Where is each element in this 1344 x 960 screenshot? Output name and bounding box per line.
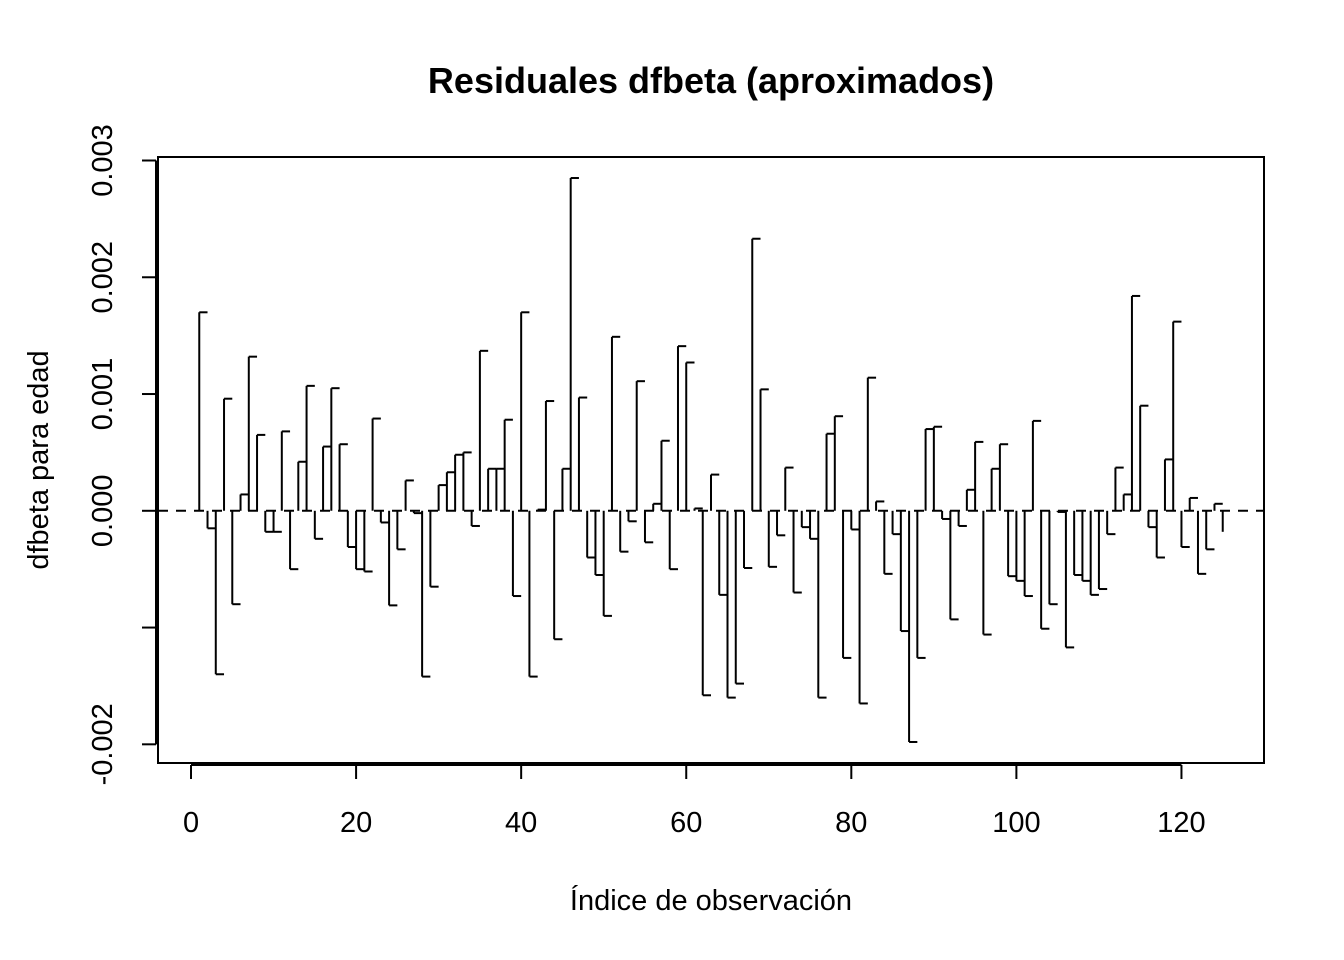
x-axis: 0 20 40 60 80 100 120 xyxy=(183,764,1206,839)
y-tick-label: 0.003 xyxy=(87,124,119,197)
chart-title: Residuales dfbeta (aproximados) xyxy=(428,60,994,101)
x-tick-label: 120 xyxy=(1157,807,1205,839)
y-tick-label: -0.002 xyxy=(87,703,119,785)
x-tick-label: 40 xyxy=(505,807,537,839)
y-tick-label: 0.000 xyxy=(87,475,119,548)
x-tick-label: 20 xyxy=(340,807,372,839)
y-tick-label: 0.002 xyxy=(87,241,119,314)
x-tick-label: 80 xyxy=(835,807,867,839)
x-tick-label: 0 xyxy=(183,807,199,839)
plot-frame xyxy=(157,156,1265,764)
y-tick-label: 0.001 xyxy=(87,358,119,431)
x-axis-label: Índice de observación xyxy=(570,884,852,917)
y-axis: -0.002 0.000 0.001 0.002 0.003 xyxy=(87,124,157,785)
x-tick-label: 100 xyxy=(992,807,1040,839)
x-tick-label: 60 xyxy=(670,807,702,839)
y-axis-label: dfbeta para edad xyxy=(23,350,55,569)
